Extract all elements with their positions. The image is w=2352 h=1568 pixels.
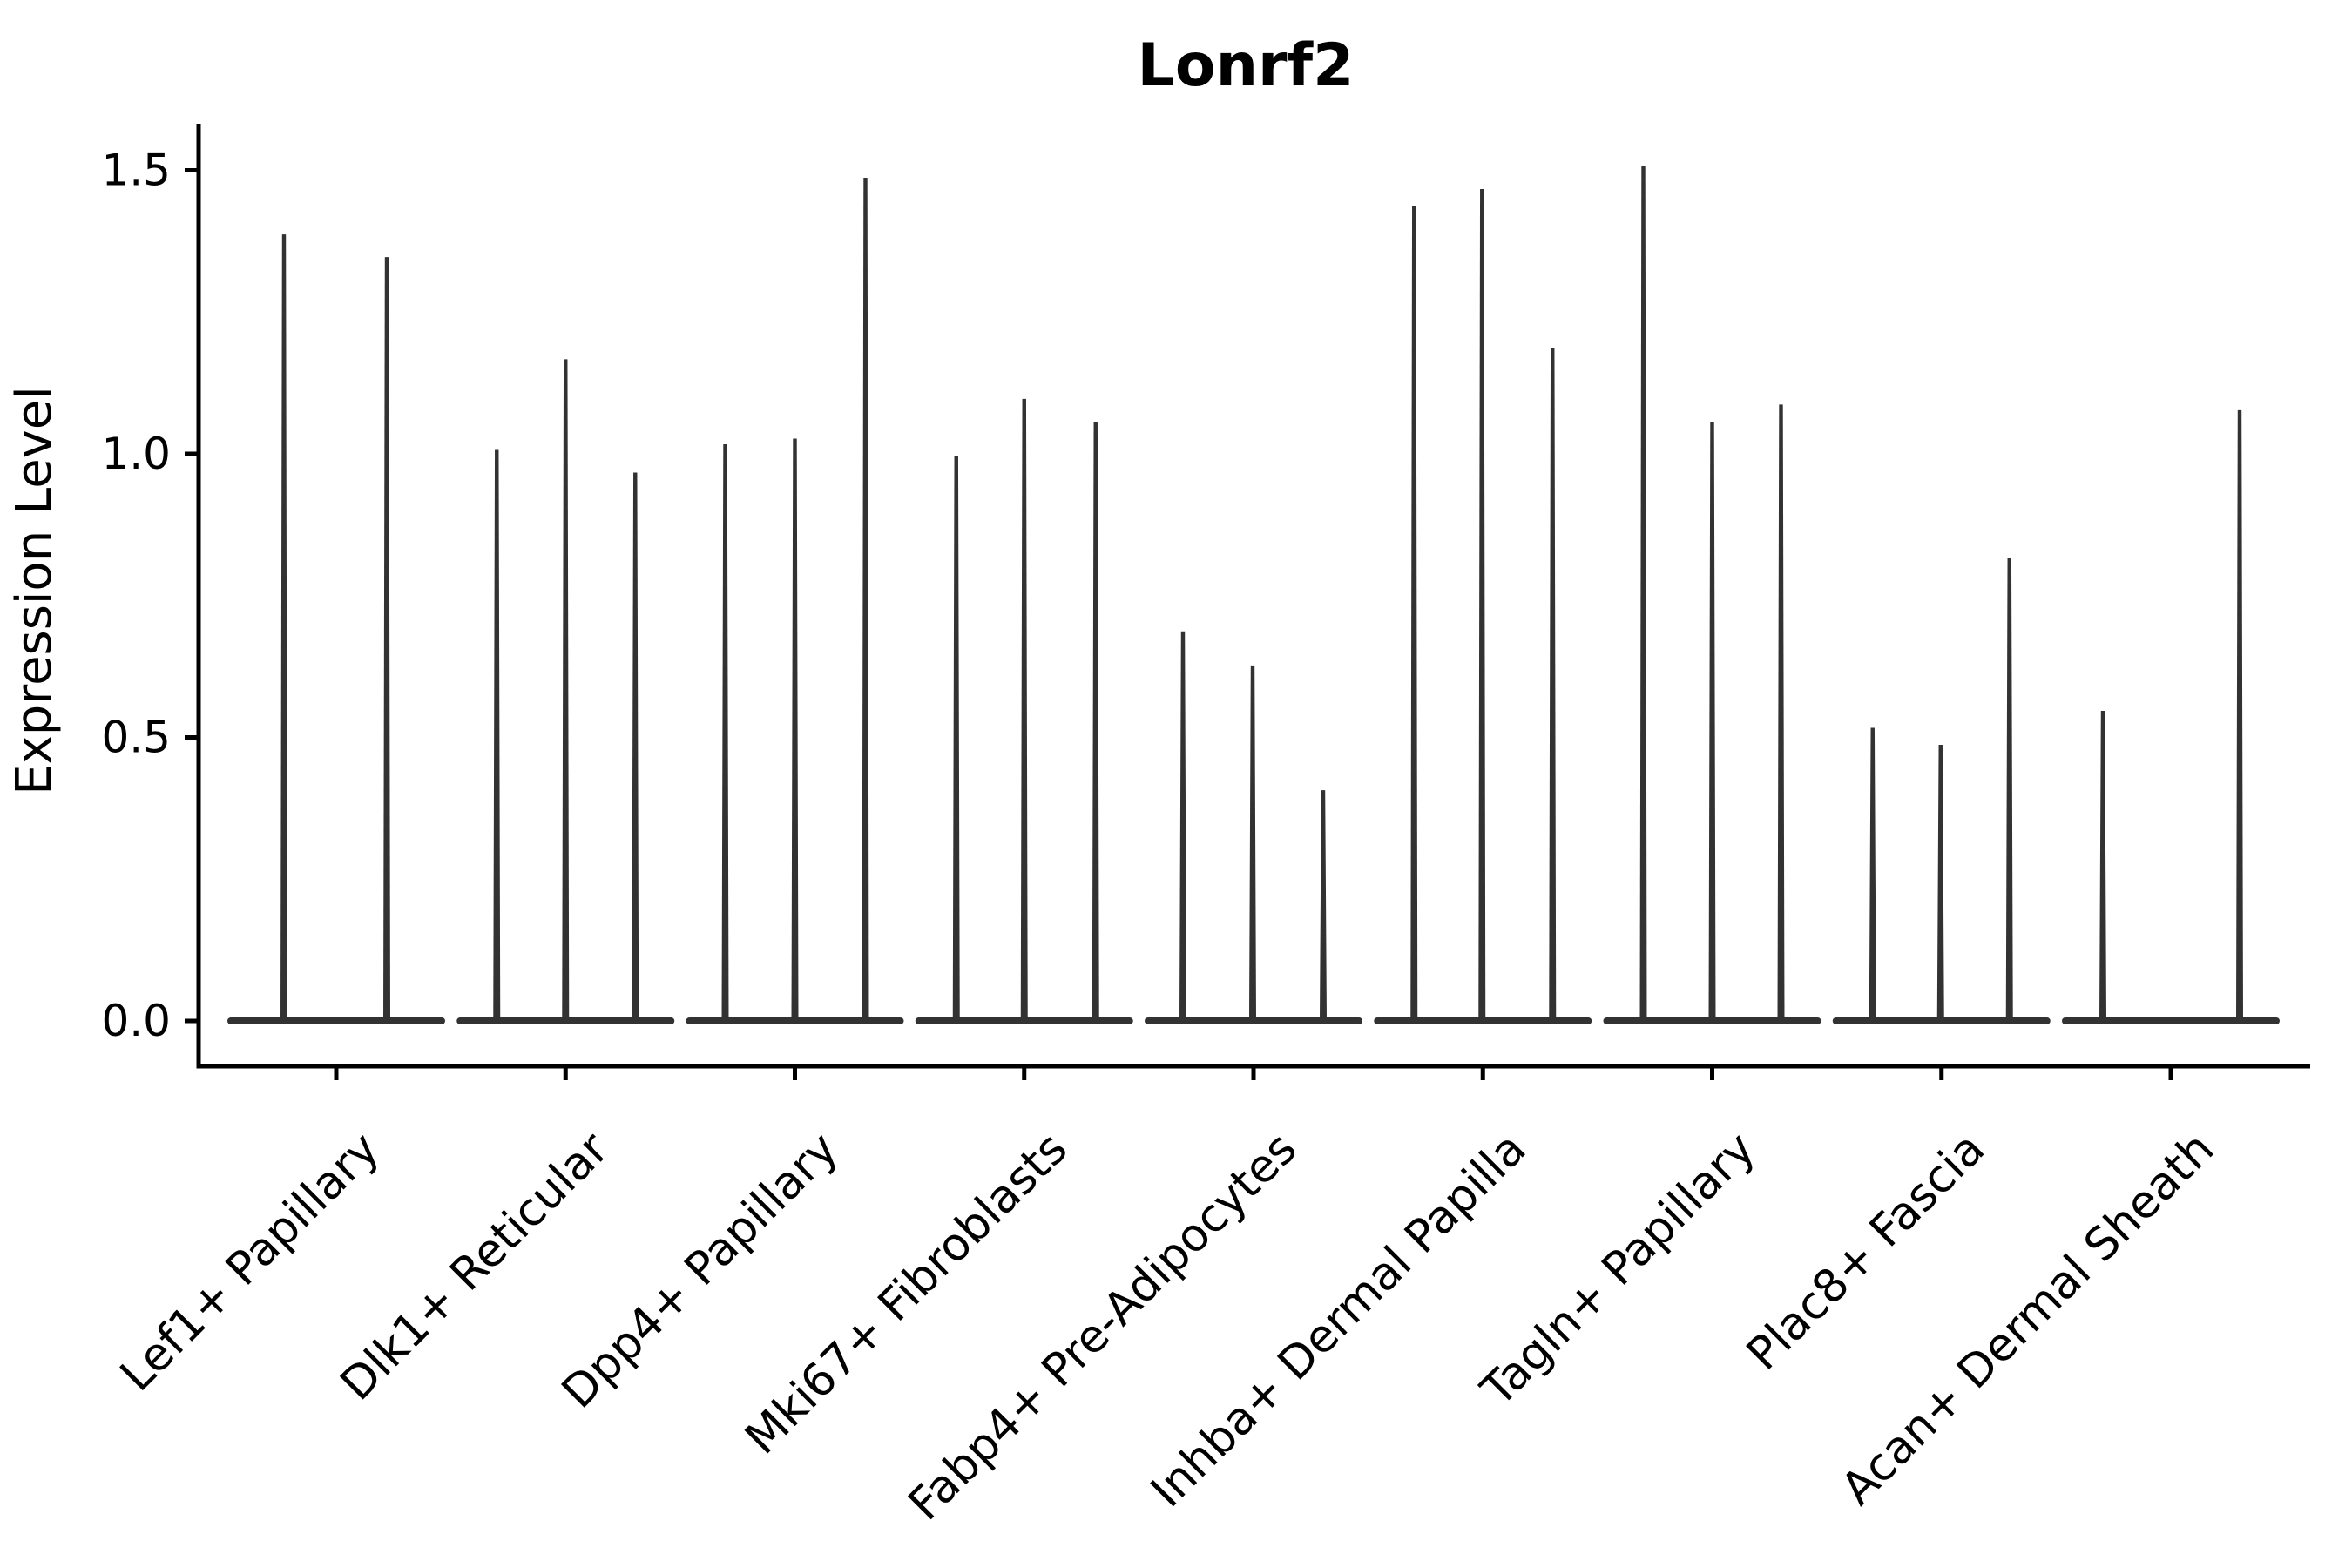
violin-spike	[1020, 398, 1028, 1020]
y-tick-label: 1.0	[101, 429, 171, 479]
x-tick-label: Fabp4+ Pre-Adipocytes	[899, 1123, 1307, 1531]
violin-spike	[721, 443, 729, 1021]
x-tick-label: Inhba+ Dermal Papilla	[1141, 1123, 1536, 1517]
violin-spike	[952, 456, 960, 1020]
violin-spike	[1708, 421, 1716, 1020]
violin-spike	[1092, 421, 1099, 1020]
violin-spike	[791, 438, 799, 1021]
violin-spikes	[280, 166, 2243, 1021]
violin-spike	[383, 257, 390, 1020]
x-tick-label: Acan+ Dermal Sheath	[1832, 1123, 2225, 1516]
violin-spike	[1936, 745, 1944, 1020]
x-tick-label: Plac8+ Fascia	[1737, 1123, 1995, 1381]
y-axis-ticks: 0.0 0.5 1.0 1.5	[101, 145, 199, 1046]
violin-spike	[1549, 348, 1557, 1020]
y-tick-label: 1.5	[101, 145, 171, 196]
chart-title: Lonrf2	[1138, 31, 1355, 100]
violin-spike	[1639, 166, 1647, 1021]
violin-spike	[493, 449, 501, 1020]
violin-spike	[1410, 206, 1418, 1020]
y-tick-label: 0.5	[101, 713, 171, 763]
axes-spine	[196, 124, 2310, 1069]
violin-spike	[1777, 404, 1785, 1020]
axes-spines	[196, 124, 2310, 1069]
violin-spike	[1869, 727, 1876, 1020]
violin-spike	[2099, 710, 2106, 1020]
violin-spike	[862, 178, 869, 1020]
violin-spike	[1249, 665, 1256, 1020]
violin-spike	[1478, 189, 1486, 1020]
violin-spike	[632, 472, 639, 1020]
violin-spike	[1179, 631, 1186, 1020]
y-tick-label: 0.0	[101, 996, 171, 1046]
y-axis-label: Expression Level	[6, 386, 63, 795]
violin-spike	[2005, 558, 2013, 1020]
violin-spike	[280, 234, 287, 1020]
violin-spike	[562, 359, 570, 1021]
violin-spike	[1320, 790, 1327, 1020]
violin-spike	[2236, 409, 2243, 1020]
